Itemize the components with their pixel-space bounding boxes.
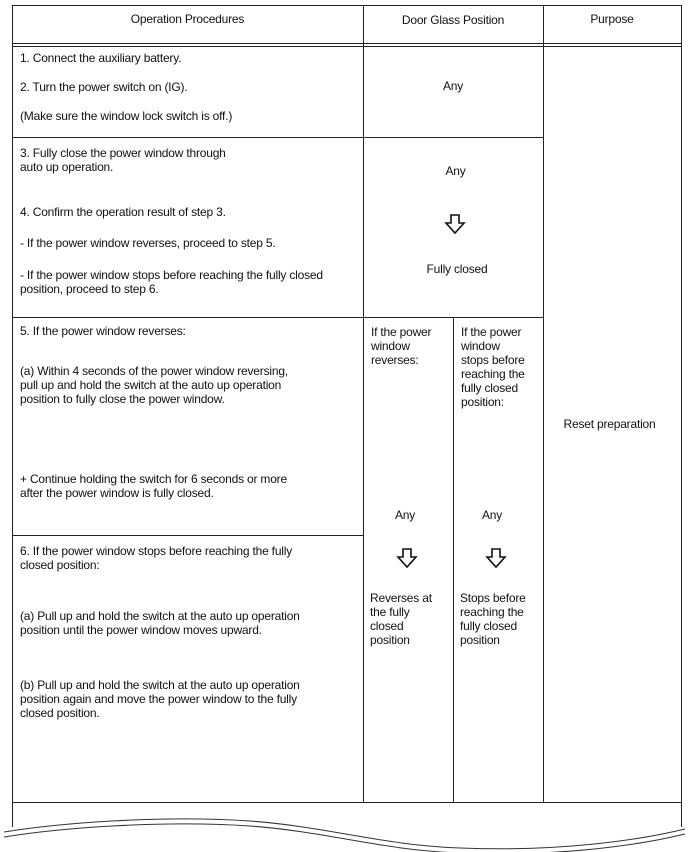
down-arrow-icon [396,548,418,569]
col-divider [363,5,364,802]
split-head: fully closed [461,381,518,395]
header-divider [12,43,682,44]
step-text: - If the power window reverses, proceed … [20,236,276,250]
split-result: position [370,633,410,647]
split-head: window [371,339,410,353]
step-text: pull up and hold the switch at the auto … [20,378,282,392]
split-result: reaching the [460,605,524,619]
step-text: auto up operation. [20,160,114,174]
down-arrow-icon [444,214,466,235]
step-text: - If the power window stops before reach… [20,268,323,282]
split-head: If the power [371,325,432,339]
header-divider-2 [12,46,682,47]
split-result: the fully [370,605,410,619]
step-text: closed position: [20,558,100,572]
table-continuation-break [3,818,686,852]
split-result: position [460,633,500,647]
split-head: reaching the [461,367,525,381]
down-arrow-icon [485,548,507,569]
table-border-top [12,5,682,6]
step-text: (a) Pull up and hold the switch at the a… [20,609,300,623]
step-text: (b) Pull up and hold the switch at the a… [20,678,300,692]
position-any: Any [481,508,503,522]
split-result: closed [370,619,404,633]
step-text: 5. If the power window reverses: [20,324,186,338]
split-head: If the power [461,325,522,339]
step-text: after the power window is fully closed. [20,486,214,500]
table-border-left [12,5,13,827]
step-text: position to fully close the power window… [20,392,225,406]
step-text: position again and move the power window… [20,692,297,706]
split-result: Stops before [460,591,526,605]
step-text: position, proceed to step 6. [20,282,159,296]
split-head: window [461,339,500,353]
purpose-text: Reset preparation [563,417,656,431]
split-head: stops before [461,353,525,367]
position-fully-closed: Fully closed [426,262,488,276]
step-text: position until the power window moves up… [20,623,262,637]
subcol-divider [453,317,454,802]
table-border-right [681,5,682,827]
step-text: (Make sure the window lock switch is off… [20,109,233,123]
header-procedures: Operation Procedures [130,12,245,26]
row-divider [12,137,543,138]
split-head: position: [461,395,504,409]
position-any: Any [394,508,416,522]
step-text: closed position. [20,706,100,720]
split-result: Reverses at [370,591,432,605]
step-text: (a) Within 4 seconds of the power window… [20,364,288,378]
step-text: 3. Fully close the power window through [20,146,226,160]
step-text: 1. Connect the auxiliary battery. [20,51,182,65]
position-any: Any [445,164,466,178]
step-text: 2. Turn the power switch on (IG). [20,80,188,94]
step-text: + Continue holding the switch for 6 seco… [20,472,287,486]
row-divider [12,317,543,318]
row-divider [12,535,363,536]
step-text: 6. If the power window stops before reac… [20,544,293,558]
step-text: 4. Confirm the operation result of step … [20,205,226,219]
position-any: Any [442,79,464,93]
split-result: fully closed [460,619,517,633]
header-position: Door Glass Position [401,13,505,27]
header-purpose: Purpose [590,12,634,26]
split-head: reverses: [371,353,419,367]
table-border-bottom [12,802,682,803]
col-divider [543,5,544,802]
